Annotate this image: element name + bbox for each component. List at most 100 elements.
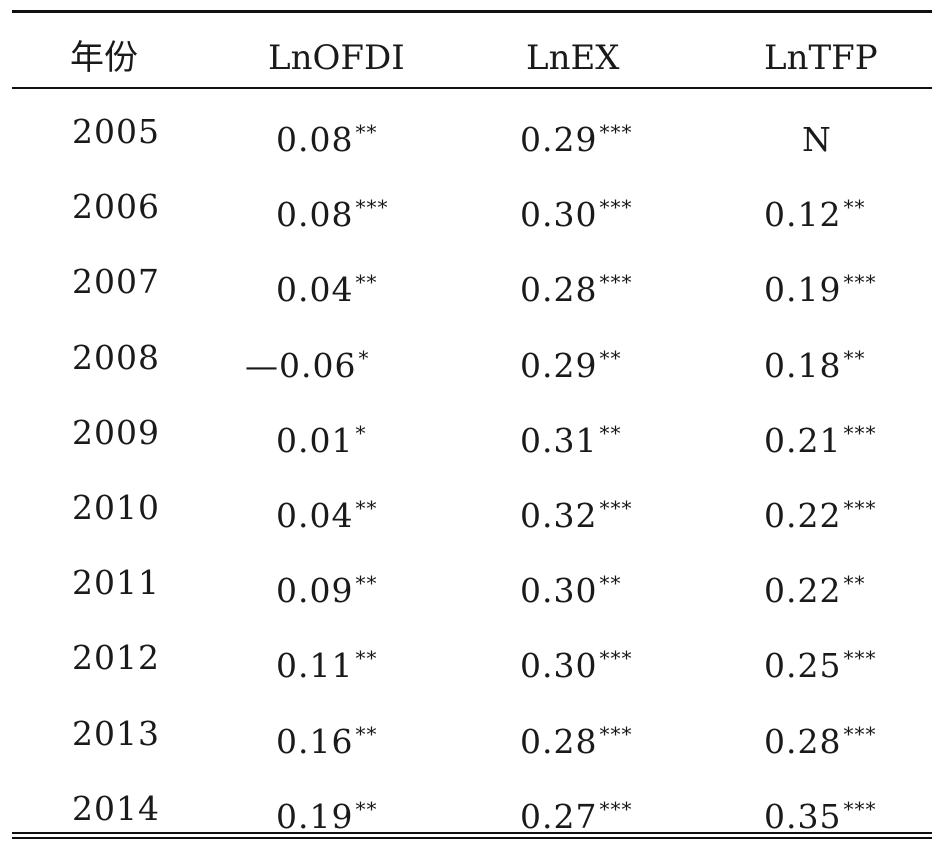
cell-lntfp-value: 0.35 bbox=[764, 796, 842, 836]
cell-lntfp-significance: *** bbox=[843, 721, 877, 746]
cell-year-value: 2012 bbox=[72, 638, 160, 678]
cell-lntfp-value: 0.12 bbox=[764, 195, 842, 235]
cell-lnofdi-significance: * bbox=[355, 420, 367, 445]
cell-lnofdi-value: 0.08 bbox=[276, 195, 354, 235]
cell-lnofdi-significance: *** bbox=[355, 195, 389, 220]
cell-lntfp-significance: ** bbox=[843, 195, 866, 220]
table-row: 2011 0.09 ** 0.30 ** 0.22 ** bbox=[0, 553, 938, 613]
cell-lnex-significance: *** bbox=[599, 646, 633, 671]
cell-lnex-significance: *** bbox=[599, 120, 633, 144]
cell-lnex-value: 0.29 bbox=[520, 120, 598, 159]
cell-lntfp-significance: *** bbox=[843, 796, 877, 821]
table-header-rule bbox=[12, 87, 932, 89]
cell-lnofdi-significance: ** bbox=[355, 646, 378, 671]
cell-lnofdi-value: 0.01 bbox=[276, 420, 354, 460]
cell-lntfp-value: 0.25 bbox=[764, 646, 842, 686]
cell-lnofdi-significance: ** bbox=[355, 270, 378, 295]
cell-lntfp-significance: *** bbox=[843, 420, 877, 445]
table-row: 2007 0.04 ** 0.28 *** 0.19 *** bbox=[0, 252, 938, 312]
cell-lnofdi-value: 0.04 bbox=[276, 496, 354, 535]
cell-lnex-value: 0.28 bbox=[520, 270, 598, 310]
cell-year-value: 2008 bbox=[72, 337, 160, 377]
cell-year: 2010 bbox=[72, 478, 160, 538]
cell-lnofdi: 0.09 ** bbox=[276, 553, 456, 613]
cell-year-value: 2013 bbox=[72, 713, 160, 753]
cell-year-value: 2007 bbox=[72, 262, 160, 302]
cell-lnex: 0.28 *** bbox=[520, 252, 700, 312]
cell-lnex: 0.29 ** bbox=[520, 328, 700, 388]
table-header-row: 年份 LnOFDI LnEX LnTFP bbox=[0, 28, 938, 88]
cell-lnofdi-value: 0.08 bbox=[276, 120, 354, 159]
cell-lnex-significance: ** bbox=[599, 345, 622, 370]
cell-lnofdi-value: 0.19 bbox=[276, 796, 354, 836]
cell-lnex: 0.30 ** bbox=[520, 553, 700, 613]
cell-lnex-value: 0.31 bbox=[520, 420, 598, 460]
cell-lnex-significance: *** bbox=[599, 796, 633, 821]
table-row: 2012 0.11 ** 0.30 *** 0.25 *** bbox=[0, 628, 938, 688]
cell-lntfp: 0.22 ** bbox=[764, 553, 934, 613]
cell-year: 2014 bbox=[72, 779, 160, 839]
cell-lnofdi-value: —0.06 bbox=[245, 345, 357, 385]
cell-lnex: 0.29 *** bbox=[520, 102, 700, 162]
cell-lntfp: 0.19 *** bbox=[764, 252, 934, 312]
cell-lnofdi-significance: ** bbox=[355, 796, 378, 821]
cell-year: 2006 bbox=[72, 177, 160, 237]
cell-lnex: 0.30 *** bbox=[520, 628, 700, 688]
cell-lntfp: 0.22 *** bbox=[764, 478, 934, 538]
cell-year: 2007 bbox=[72, 252, 160, 312]
cell-lnofdi: 0.16 ** bbox=[276, 704, 456, 764]
cell-year-value: 2009 bbox=[72, 412, 160, 452]
cell-lntfp-value: 0.22 bbox=[764, 571, 842, 611]
cell-lntfp-significance: ** bbox=[843, 571, 866, 596]
cell-lntfp: 0.28 *** bbox=[764, 704, 934, 764]
cell-year-value: 2014 bbox=[72, 788, 160, 828]
cell-lntfp-significance: ** bbox=[843, 345, 866, 370]
cell-lnofdi: 0.04 ** bbox=[276, 252, 456, 312]
cell-lntfp-value: 0.22 bbox=[764, 496, 842, 535]
cell-lnex: 0.32 *** bbox=[520, 478, 700, 538]
header-lnofdi: LnOFDI bbox=[268, 38, 405, 78]
cell-lnex: 0.28 *** bbox=[520, 704, 700, 764]
table-top-rule bbox=[12, 10, 932, 13]
cell-lnex-significance: *** bbox=[599, 496, 633, 520]
cell-year: 2013 bbox=[72, 704, 160, 764]
table-row: 2006 0.08 *** 0.30 *** 0.12 ** bbox=[0, 177, 938, 237]
cell-lnofdi-significance: ** bbox=[355, 496, 378, 520]
cell-lnofdi-value: 0.16 bbox=[276, 721, 354, 761]
cell-lnofdi-value: 0.11 bbox=[276, 646, 354, 686]
cell-lnofdi-value: 0.04 bbox=[276, 270, 354, 310]
cell-lnex-significance: *** bbox=[599, 721, 633, 746]
cell-lntfp-significance: *** bbox=[843, 496, 877, 520]
cell-lntfp: N bbox=[802, 102, 938, 162]
table-bottom-rule-second bbox=[12, 837, 932, 839]
cell-lnex: 0.31 ** bbox=[520, 403, 700, 463]
cell-year: 2008 bbox=[72, 328, 160, 388]
cell-lntfp-value: 0.18 bbox=[764, 345, 842, 385]
cell-year-value: 2011 bbox=[72, 563, 160, 603]
table-row: 2013 0.16 ** 0.28 *** 0.28 *** bbox=[0, 704, 938, 764]
cell-lnofdi-value: 0.09 bbox=[276, 571, 354, 611]
cell-lntfp-significance: *** bbox=[843, 646, 877, 671]
cell-lnofdi: —0.06 * bbox=[245, 328, 425, 388]
table-row: 2009 0.01 * 0.31 ** 0.21 *** bbox=[0, 403, 938, 463]
cell-lntfp: 0.18 ** bbox=[764, 328, 934, 388]
cell-lntfp: 0.21 *** bbox=[764, 403, 934, 463]
header-lntfp: LnTFP bbox=[764, 38, 878, 78]
table-row: 2010 0.04 ** 0.32 *** 0.22 *** bbox=[0, 478, 938, 538]
cell-lnex-significance: ** bbox=[599, 571, 622, 596]
cell-lnex-significance: ** bbox=[599, 420, 622, 445]
cell-lntfp: 0.35 *** bbox=[764, 779, 934, 839]
table-bottom-rule bbox=[12, 832, 932, 834]
cell-lnofdi: 0.19 ** bbox=[276, 779, 456, 839]
cell-lnex-value: 0.30 bbox=[520, 195, 598, 235]
cell-lnofdi: 0.08 *** bbox=[276, 177, 456, 237]
cell-lntfp-value: N bbox=[802, 120, 832, 159]
header-lnex: LnEX bbox=[526, 38, 620, 78]
table-row: 2008 —0.06 * 0.29 ** 0.18 ** bbox=[0, 328, 938, 388]
cell-year-value: 2006 bbox=[72, 187, 160, 227]
cell-lnofdi-significance: ** bbox=[355, 571, 378, 596]
cell-year: 2012 bbox=[72, 628, 160, 688]
cell-lnofdi-significance: ** bbox=[355, 721, 378, 746]
cell-lntfp: 0.12 ** bbox=[764, 177, 934, 237]
cell-lnofdi: 0.11 ** bbox=[276, 628, 456, 688]
